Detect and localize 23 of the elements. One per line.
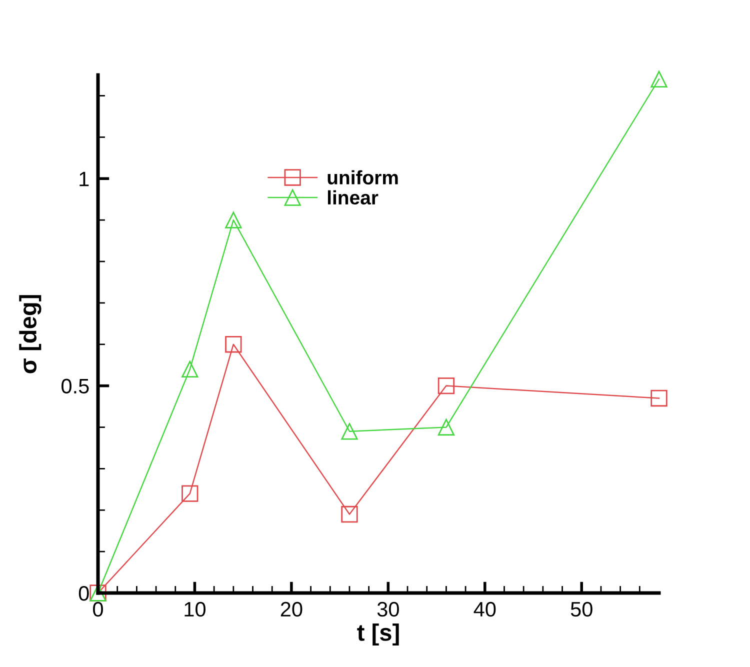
point <box>650 390 668 407</box>
legend-label: linear <box>328 190 378 205</box>
point <box>182 485 198 502</box>
y-axis-title: σ [deg] <box>19 295 42 374</box>
x-tick-label: 20 <box>280 602 302 617</box>
x-tick-label: 40 <box>474 602 496 617</box>
point <box>438 418 455 436</box>
point <box>225 212 242 228</box>
point <box>650 70 668 88</box>
x-tick-label: 30 <box>377 602 399 617</box>
legend-label: uniform <box>328 170 398 184</box>
point <box>225 336 242 353</box>
x-tick-label: 0 <box>93 602 103 617</box>
point <box>341 506 358 523</box>
x-tick-label: 10 <box>184 602 206 617</box>
y-tick-label: 0 <box>78 586 89 601</box>
y-tick-label: 1 <box>80 172 89 186</box>
x-tick-label: 50 <box>570 602 592 617</box>
x-axis-title: t [s] <box>357 624 399 646</box>
point <box>182 360 198 378</box>
y-tick-label: 0.5 <box>62 378 89 394</box>
point <box>341 423 358 440</box>
point <box>438 377 455 394</box>
